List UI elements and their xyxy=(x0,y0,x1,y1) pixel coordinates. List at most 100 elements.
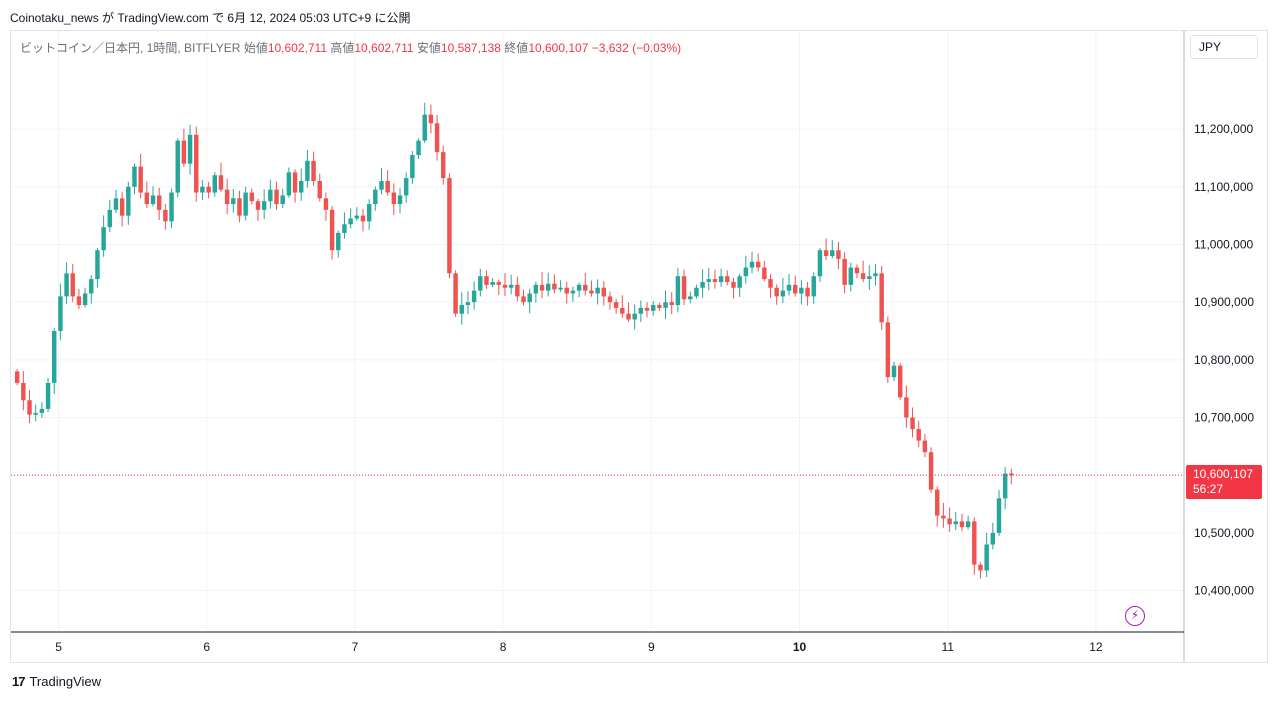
candle-body xyxy=(947,518,952,525)
candle-body xyxy=(144,192,150,205)
candle-body xyxy=(657,305,662,308)
candle-body xyxy=(82,293,88,306)
candle-body xyxy=(286,172,292,196)
candle-body xyxy=(1009,473,1014,476)
high-label: 高値 xyxy=(330,41,355,55)
candle-body xyxy=(817,250,823,277)
candle-body xyxy=(132,166,137,187)
candle-body xyxy=(496,281,502,285)
candle-body xyxy=(175,140,180,193)
candle-body xyxy=(169,192,174,222)
candle-body xyxy=(959,521,965,528)
candle-body xyxy=(774,287,779,297)
candle-body xyxy=(354,215,360,219)
x-tick-label: 8 xyxy=(500,640,507,654)
candle-body xyxy=(836,250,841,259)
candle-body xyxy=(675,276,681,306)
candle-body xyxy=(830,250,835,256)
candle-body xyxy=(521,296,526,303)
candle-body xyxy=(70,273,75,297)
candle-body xyxy=(95,250,100,280)
candle-body xyxy=(867,276,872,280)
candle-body xyxy=(187,134,193,164)
candle-body xyxy=(107,209,113,228)
candle-body xyxy=(14,371,20,383)
y-tick-label: 10,500,000 xyxy=(1194,526,1254,540)
candle-body xyxy=(27,400,32,415)
candle-body xyxy=(712,279,718,282)
candle-body xyxy=(206,186,211,193)
y-tick-label: 11,100,000 xyxy=(1194,180,1253,194)
candle-body xyxy=(965,521,971,528)
candle-body xyxy=(632,313,637,320)
candle-body xyxy=(737,276,742,288)
bar-countdown: 56:27 xyxy=(1193,482,1224,496)
candle-body xyxy=(255,201,261,210)
candle-body xyxy=(545,283,551,291)
candle-body xyxy=(336,232,341,251)
candle-body xyxy=(990,532,996,545)
candle-body xyxy=(150,195,156,205)
candle-body xyxy=(879,273,884,323)
candle-body xyxy=(45,382,51,409)
tradingview-logo[interactable]: 17 TradingView xyxy=(12,674,101,689)
candle-body xyxy=(755,261,761,268)
candle-body xyxy=(681,276,687,300)
candle-body xyxy=(595,287,600,294)
candle-body xyxy=(329,209,335,251)
y-tick-label: 11,200,000 xyxy=(1194,122,1253,136)
change-value: −3,632 (−0.03%) xyxy=(591,41,682,55)
x-tick-label: 6 xyxy=(203,640,210,654)
candle-body xyxy=(978,564,983,571)
tv-logo-text: TradingView xyxy=(29,674,102,689)
candle-body xyxy=(860,273,866,280)
candle-body xyxy=(984,544,989,571)
candle-body xyxy=(842,258,847,285)
candle-body xyxy=(897,365,903,398)
candle-body xyxy=(453,273,458,314)
candle-body xyxy=(768,279,773,288)
close-value: 10,600,107 xyxy=(528,41,589,55)
candle-body xyxy=(1002,473,1008,499)
candle-body xyxy=(323,198,329,210)
candle-body xyxy=(694,287,699,297)
candle-body xyxy=(311,160,316,181)
candle-body xyxy=(725,276,730,282)
candle-body xyxy=(317,181,322,199)
candle-body xyxy=(410,155,415,179)
candle-body xyxy=(373,189,378,205)
candle-body xyxy=(76,296,82,306)
candle-body xyxy=(953,521,958,525)
candle-body xyxy=(119,198,125,216)
lightning-icon[interactable]: ⚡ xyxy=(1125,606,1145,626)
candle-body xyxy=(589,290,594,294)
candle-body xyxy=(113,198,119,210)
candle-body xyxy=(743,267,749,277)
chart-frame xyxy=(10,30,1268,663)
candle-body xyxy=(688,296,693,300)
symbol-info: ビットコイン／日本円, 1時間, BITFLYER xyxy=(20,41,241,55)
x-tick-label: 12 xyxy=(1089,640,1103,654)
candle-body xyxy=(922,440,928,453)
candle-body xyxy=(391,192,397,205)
candle-body xyxy=(811,276,816,297)
candle-body xyxy=(972,521,977,565)
candle-body xyxy=(212,175,217,193)
candle-body xyxy=(700,281,705,288)
candle-body xyxy=(904,397,909,418)
candle-body xyxy=(626,313,631,320)
publish-info: Coinotaku_news が TradingView.com で 6月 12… xyxy=(10,11,411,25)
candle-body xyxy=(910,417,915,430)
candle-body xyxy=(21,382,26,401)
candle-body xyxy=(292,172,298,193)
high-value: 10,602,711 xyxy=(354,41,414,55)
candle-body xyxy=(52,331,57,383)
close-label: 終値 xyxy=(504,41,529,55)
currency-button[interactable]: JPY xyxy=(1190,35,1258,59)
candle-body xyxy=(539,284,545,291)
candle-body xyxy=(706,279,711,282)
candle-body xyxy=(564,287,569,294)
y-tick-label: 10,800,000 xyxy=(1194,353,1254,367)
candle-body xyxy=(101,227,106,251)
